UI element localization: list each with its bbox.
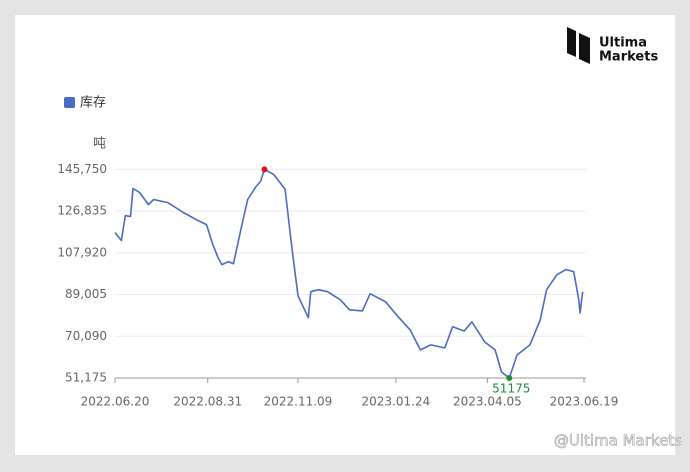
y-tick-label: 107,920 <box>57 245 107 259</box>
logo-mark <box>567 27 576 57</box>
y-tick-label: 70,090 <box>65 329 107 343</box>
brand-line: Markets <box>599 50 658 65</box>
marker <box>261 166 268 173</box>
logo: Ultima Markets <box>567 27 658 65</box>
watermark: @Ultima Markets <box>554 432 682 450</box>
x-tick-label: 2022.08.31 <box>173 395 242 409</box>
x-tick-label: 2023.06.19 <box>550 395 619 409</box>
brand-line: Ultima <box>599 36 647 51</box>
logo-mark <box>579 33 590 64</box>
legend-label: 库存 <box>80 95 106 111</box>
marker <box>506 375 513 381</box>
legend-swatch <box>64 97 75 108</box>
y-tick-label: 145,750 <box>57 162 107 176</box>
x-tick-label: 2022.06.20 <box>81 395 150 409</box>
y-tick-label: 126,835 <box>57 204 107 218</box>
x-tick-label: 2023.01.24 <box>362 395 431 409</box>
x-tick-label: 2023.04.05 <box>453 395 522 409</box>
marker-label: 51175 <box>492 382 530 396</box>
y-tick-label: 89,005 <box>65 287 107 301</box>
y-unit: 吨 <box>93 137 106 152</box>
y-tick-label: 51,175 <box>65 371 107 385</box>
x-tick-label: 2022.11.09 <box>264 395 333 409</box>
card <box>15 15 675 455</box>
series-line <box>114 168 584 379</box>
